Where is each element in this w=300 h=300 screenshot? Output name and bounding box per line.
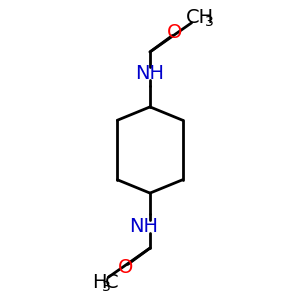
Text: O: O [167,22,182,41]
Text: O: O [118,259,133,278]
Text: CH: CH [186,8,214,27]
Text: NH: NH [136,64,164,83]
Text: 3: 3 [205,15,213,29]
Text: 3: 3 [102,280,110,294]
Text: H: H [92,273,107,292]
Text: C: C [105,273,119,292]
Text: NH: NH [130,217,159,236]
